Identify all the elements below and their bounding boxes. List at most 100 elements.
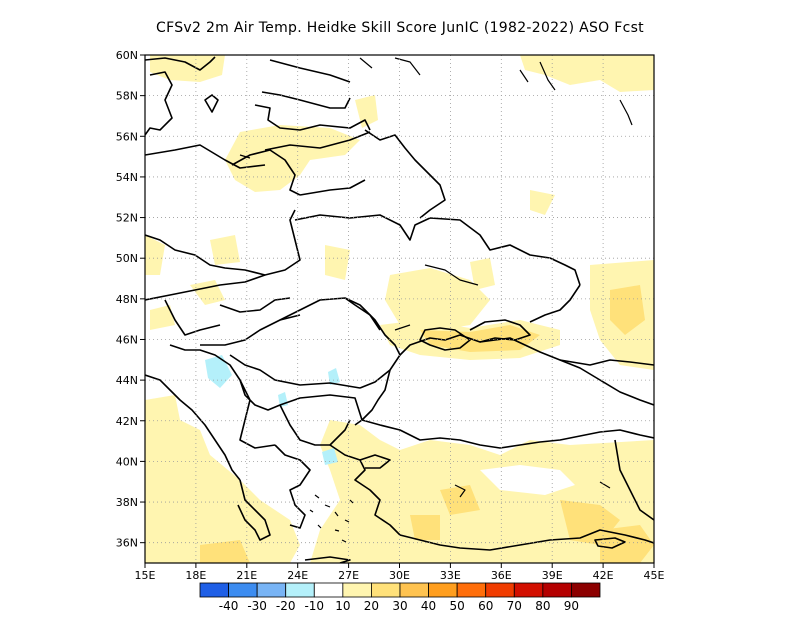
colorbar: -40 -30 -20 -10 10 20 30 40 50 60 70 80 90	[199, 582, 601, 613]
colorbar-label: 90	[564, 599, 579, 613]
colorbar-swatch	[542, 582, 572, 598]
lat-tick-label: 42N	[116, 415, 138, 428]
shade-poland-c	[210, 235, 240, 265]
colorbar-label: -30	[247, 599, 267, 613]
coast-baltic-east	[254, 91, 371, 131]
lat-tick-label: 56N	[116, 130, 138, 143]
inland-water-turkey	[454, 481, 611, 498]
border-caucasus	[559, 359, 654, 366]
coast-greece	[237, 444, 311, 541]
lon-tick-label: 36E	[491, 569, 512, 582]
shade-aegean-blue	[322, 448, 338, 465]
coast-adriatic	[145, 374, 241, 481]
coast-azov	[469, 319, 531, 343]
shade-russia-ne	[355, 95, 378, 128]
lat-tick-label: 50N	[116, 252, 138, 265]
coast-marmara	[359, 454, 391, 469]
lon-tick-label: 27E	[338, 569, 359, 582]
lon-tick-label: 18E	[185, 569, 206, 582]
colorbar-label: 60	[478, 599, 493, 613]
border-baltic-states	[231, 131, 371, 196]
lat-tick-label: 38N	[116, 496, 138, 509]
island-cyprus	[594, 537, 626, 549]
lat-tick-label: 46N	[116, 333, 138, 346]
shade-belarus-blob	[530, 190, 555, 215]
lon-tick-label: 33E	[440, 569, 461, 582]
shade-north-top	[150, 55, 225, 82]
border-balkans	[169, 344, 363, 449]
coast-black-sea	[354, 334, 654, 449]
lat-lon-grid	[145, 55, 654, 563]
coast-crimea	[419, 327, 471, 351]
lakes-russia	[239, 57, 633, 159]
lat-tick-label: 54N	[116, 171, 138, 184]
coast-poland	[145, 144, 266, 169]
shade-caucasus-dark	[610, 285, 645, 335]
colorbar-swatch	[485, 582, 515, 598]
rivers-ukraine	[394, 264, 479, 331]
lon-tick-label: 42E	[593, 569, 614, 582]
shade-baltic	[225, 125, 360, 192]
colorbar-label: 70	[507, 599, 522, 613]
lat-tick-label: 48N	[116, 293, 138, 306]
islands-aegean	[309, 494, 354, 543]
colorbar-label: 80	[535, 599, 550, 613]
border-turkey-east	[614, 439, 654, 521]
colorbar-swatch	[428, 582, 458, 598]
lon-tick-label: 21E	[236, 569, 257, 582]
border-poland	[145, 209, 301, 276]
colorbar-label: 10	[335, 599, 350, 613]
border-belarus-russia	[364, 129, 446, 219]
lat-tick-label: 52N	[116, 212, 138, 225]
lon-axis: 15E 18E 21E 24E 27E 30E 33E 36E 39E 42E 45E	[135, 563, 665, 582]
lon-tick-label: 15E	[135, 569, 156, 582]
colorbar-swatch	[199, 582, 229, 598]
shade-ukraine-w	[325, 245, 350, 280]
shade-greece-dark	[200, 540, 250, 563]
colorbar-swatch	[456, 582, 487, 598]
shade-hungary	[150, 305, 175, 330]
border-ukraine-russia	[529, 284, 581, 323]
lat-tick-label: 58N	[116, 90, 138, 103]
colorbar-swatch	[228, 582, 258, 598]
colorbar-label: 30	[392, 599, 407, 613]
colorbar-swatch	[371, 582, 401, 598]
island-crete	[304, 556, 351, 563]
colorbar-label: -40	[219, 599, 239, 613]
colorbar-swatch	[342, 582, 372, 598]
lat-tick-label: 40N	[116, 455, 138, 468]
coast-sweden	[145, 56, 216, 136]
colorbar-label: 40	[421, 599, 436, 613]
border-central-europe	[145, 274, 301, 346]
lat-tick-label: 36N	[116, 537, 138, 550]
border-moldova	[344, 297, 381, 331]
shade-northeast	[520, 55, 654, 92]
lon-tick-label: 24E	[287, 569, 308, 582]
shade-russia-s	[470, 258, 495, 290]
lon-tick-label: 39E	[542, 569, 563, 582]
colorbar-swatch	[285, 582, 315, 598]
lat-tick-label: 44N	[116, 374, 138, 387]
colorbar-swatch	[513, 582, 544, 598]
lat-tick-label: 60N	[116, 49, 138, 62]
shade-east-dark	[600, 525, 654, 563]
lat-axis: 36N 38N 40N 42N 44N 46N 48N 50N 52N 54N 56N 58N 60N	[116, 49, 145, 550]
lon-tick-label: 30E	[389, 569, 410, 582]
colorbar-swatch	[313, 582, 344, 598]
border-belarus-ukraine	[294, 214, 581, 286]
shade-adriatic	[145, 395, 300, 563]
colorbar-swatch	[256, 582, 287, 598]
coast-turkey	[329, 444, 654, 551]
shade-turkey-dark3	[410, 515, 440, 540]
colorbar-swatch	[571, 582, 601, 598]
chart-title: CFSv2 2m Air Temp. Heidke Skill Score Ju…	[156, 20, 644, 36]
shade-turkey-white	[480, 465, 575, 495]
coast-finland	[269, 59, 351, 83]
skill-shading	[145, 55, 654, 563]
colorbar-label: 50	[450, 599, 465, 613]
border-romania	[229, 297, 401, 389]
colorbar-label: -10	[304, 599, 324, 613]
colorbar-label: -20	[276, 599, 296, 613]
colorbar-label: 20	[364, 599, 379, 613]
island-gotland	[204, 94, 219, 113]
